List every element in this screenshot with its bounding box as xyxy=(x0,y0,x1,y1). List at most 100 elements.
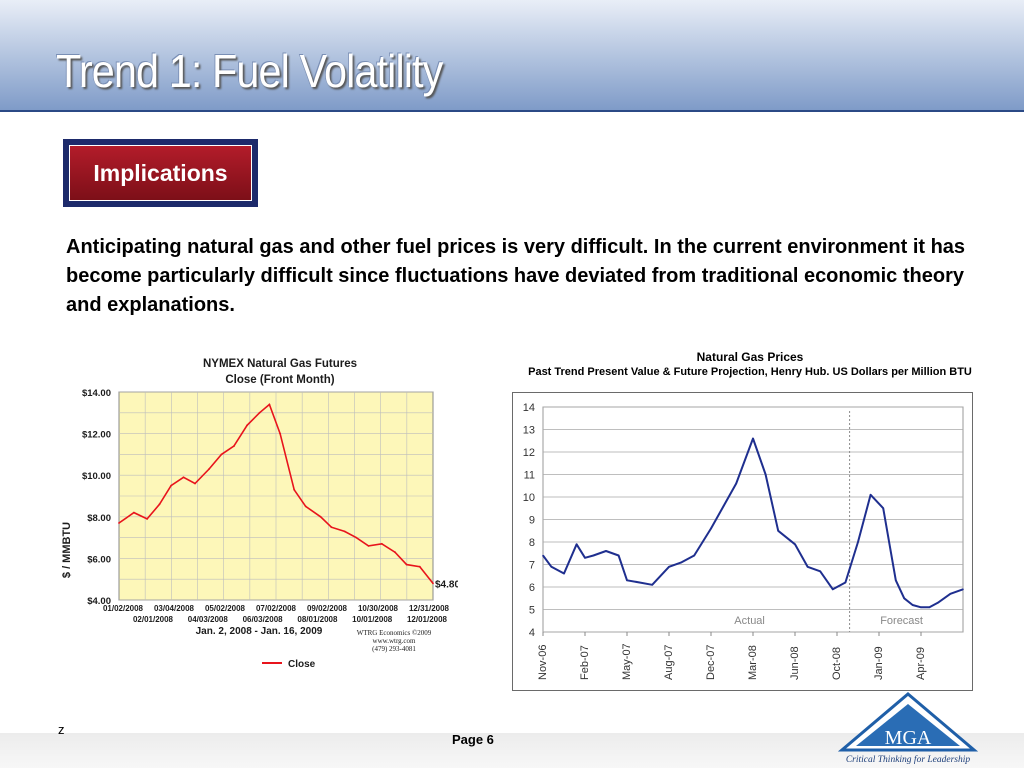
right-data-point xyxy=(832,588,834,591)
right-y-tick-label: 9 xyxy=(529,515,535,527)
right-data-point xyxy=(592,554,595,557)
left-x-tick-label: 10/30/2008 xyxy=(358,604,399,613)
left-y-tick-label: $10.00 xyxy=(82,471,111,482)
left-x-tick-label: 07/02/2008 xyxy=(256,604,297,613)
right-y-tick-label: 10 xyxy=(523,492,535,504)
right-data-point xyxy=(794,543,796,546)
right-data-point xyxy=(777,530,779,532)
left-data-point xyxy=(133,511,135,514)
right-data-point xyxy=(626,579,628,582)
left-data-point xyxy=(432,582,434,585)
right-data-point xyxy=(903,597,905,600)
right-data-point xyxy=(764,473,767,476)
left-data-point xyxy=(293,488,296,491)
right-data-point xyxy=(575,543,578,546)
left-chart-source-3: (479) 293-4081 xyxy=(372,645,416,653)
right-chart-title: Natural Gas Prices xyxy=(696,350,804,364)
left-data-point xyxy=(405,563,408,566)
left-data-point xyxy=(194,482,196,485)
left-data-point xyxy=(394,551,396,554)
left-data-point xyxy=(367,545,370,547)
right-data-point xyxy=(895,579,897,582)
left-y-tick-label: $8.00 xyxy=(87,513,111,524)
title-banner: Trend 1: Fuel Volatility xyxy=(0,0,1024,112)
left-y-tick-label: $12.00 xyxy=(82,430,111,441)
right-x-tick-label: Oct-08 xyxy=(831,647,843,680)
left-data-point xyxy=(418,565,421,568)
right-x-tick-label: Feb-07 xyxy=(579,645,591,680)
left-x-tick-label: 05/02/2008 xyxy=(205,604,246,613)
right-annotation-actual: Actual xyxy=(734,615,765,627)
left-chart-source-1: WTRG Economics ©2009 xyxy=(357,629,432,637)
left-legend-label: Close xyxy=(288,659,316,670)
right-x-tick-label: May-07 xyxy=(621,643,633,680)
left-y-tick-label: $4.00 xyxy=(87,596,111,607)
body-paragraph: Anticipating natural gas and other fuel … xyxy=(66,236,966,316)
right-data-point xyxy=(584,557,586,559)
left-data-point xyxy=(380,542,383,545)
left-data-point xyxy=(182,476,185,479)
right-data-point xyxy=(882,507,884,509)
left-data-point xyxy=(304,505,307,508)
right-data-point xyxy=(668,566,670,568)
left-x-tick-label: 08/01/2008 xyxy=(297,615,338,624)
mga-logo: MGA Critical Thinking for Leadership xyxy=(838,692,978,765)
left-x-tick-label: 09/02/2008 xyxy=(307,604,348,613)
right-x-tick-label: Jan-09 xyxy=(873,646,885,680)
left-y-tick-label: $6.00 xyxy=(87,554,111,565)
right-y-tick-label: 4 xyxy=(529,627,535,639)
right-data-point xyxy=(693,554,695,557)
left-data-point xyxy=(268,403,271,406)
right-data-point xyxy=(542,554,544,557)
logo-letters: MGA xyxy=(885,727,932,749)
right-y-tick-label: 6 xyxy=(529,582,535,594)
left-data-point xyxy=(279,432,281,435)
right-chart-frame: 4 5 6 7 8 9 10 11 12 13 14 Nov-06 Feb-07 May-07 Aug-07… xyxy=(512,392,973,691)
right-x-tick-label: Jun-08 xyxy=(789,646,801,680)
left-data-point xyxy=(246,424,249,427)
right-data-point xyxy=(920,606,922,609)
right-data-point xyxy=(819,570,821,573)
right-data-point xyxy=(735,482,737,485)
left-chart-title: NYMEX Natural Gas Futures xyxy=(203,358,357,370)
left-x-tick-label: 06/03/2008 xyxy=(243,615,284,624)
right-data-point xyxy=(680,561,683,564)
left-x-tick-label: 01/02/2008 xyxy=(103,604,144,613)
right-data-point xyxy=(638,581,641,584)
left-chart-ylabel: $ / MMBTU xyxy=(61,522,73,578)
right-data-point xyxy=(844,581,847,584)
left-x-tick-label: 02/01/2008 xyxy=(133,615,174,624)
left-chart-subtitle: Close (Front Month) xyxy=(225,374,334,386)
left-y-tick-label: $14.00 xyxy=(82,388,111,399)
right-data-point xyxy=(869,494,872,496)
right-x-tick-label: Aug-07 xyxy=(663,645,675,680)
left-data-point xyxy=(208,468,211,470)
footer-mark: z xyxy=(58,722,65,737)
left-data-point xyxy=(343,530,346,533)
right-y-tick-label: 13 xyxy=(523,425,535,437)
right-data-point xyxy=(701,541,704,543)
natural-gas-prices-chart: 4 5 6 7 8 9 10 11 12 13 14 Nov-06 Feb-07 May-07 Aug-07… xyxy=(523,402,964,680)
right-data-point xyxy=(752,437,754,440)
logo-tagline: Critical Thinking for Leadership xyxy=(846,754,971,765)
left-x-tick-label: 12/01/2008 xyxy=(407,615,448,624)
right-data-point xyxy=(857,541,859,543)
left-data-point xyxy=(233,445,235,447)
right-annotation-forecast: Forecast xyxy=(880,615,923,627)
right-data-point xyxy=(563,572,565,575)
right-x-tick-label: Mar-08 xyxy=(747,645,759,680)
left-x-tick-label: 10/01/2008 xyxy=(352,615,393,624)
right-data-point xyxy=(928,606,931,609)
right-x-tick-label: Apr-09 xyxy=(915,647,927,680)
left-data-point xyxy=(319,515,322,518)
right-data-point xyxy=(722,505,725,507)
implications-label: Implications xyxy=(69,145,252,201)
left-data-point xyxy=(170,484,172,487)
left-chart-source-2: www.wtrg.com xyxy=(373,637,417,645)
page-number: Page 6 xyxy=(452,732,494,747)
right-y-tick-label: 14 xyxy=(523,402,535,414)
left-data-point xyxy=(146,518,148,520)
right-x-tick-label: Nov-06 xyxy=(537,645,549,680)
right-data-point xyxy=(605,550,607,552)
right-data-point xyxy=(962,588,964,591)
